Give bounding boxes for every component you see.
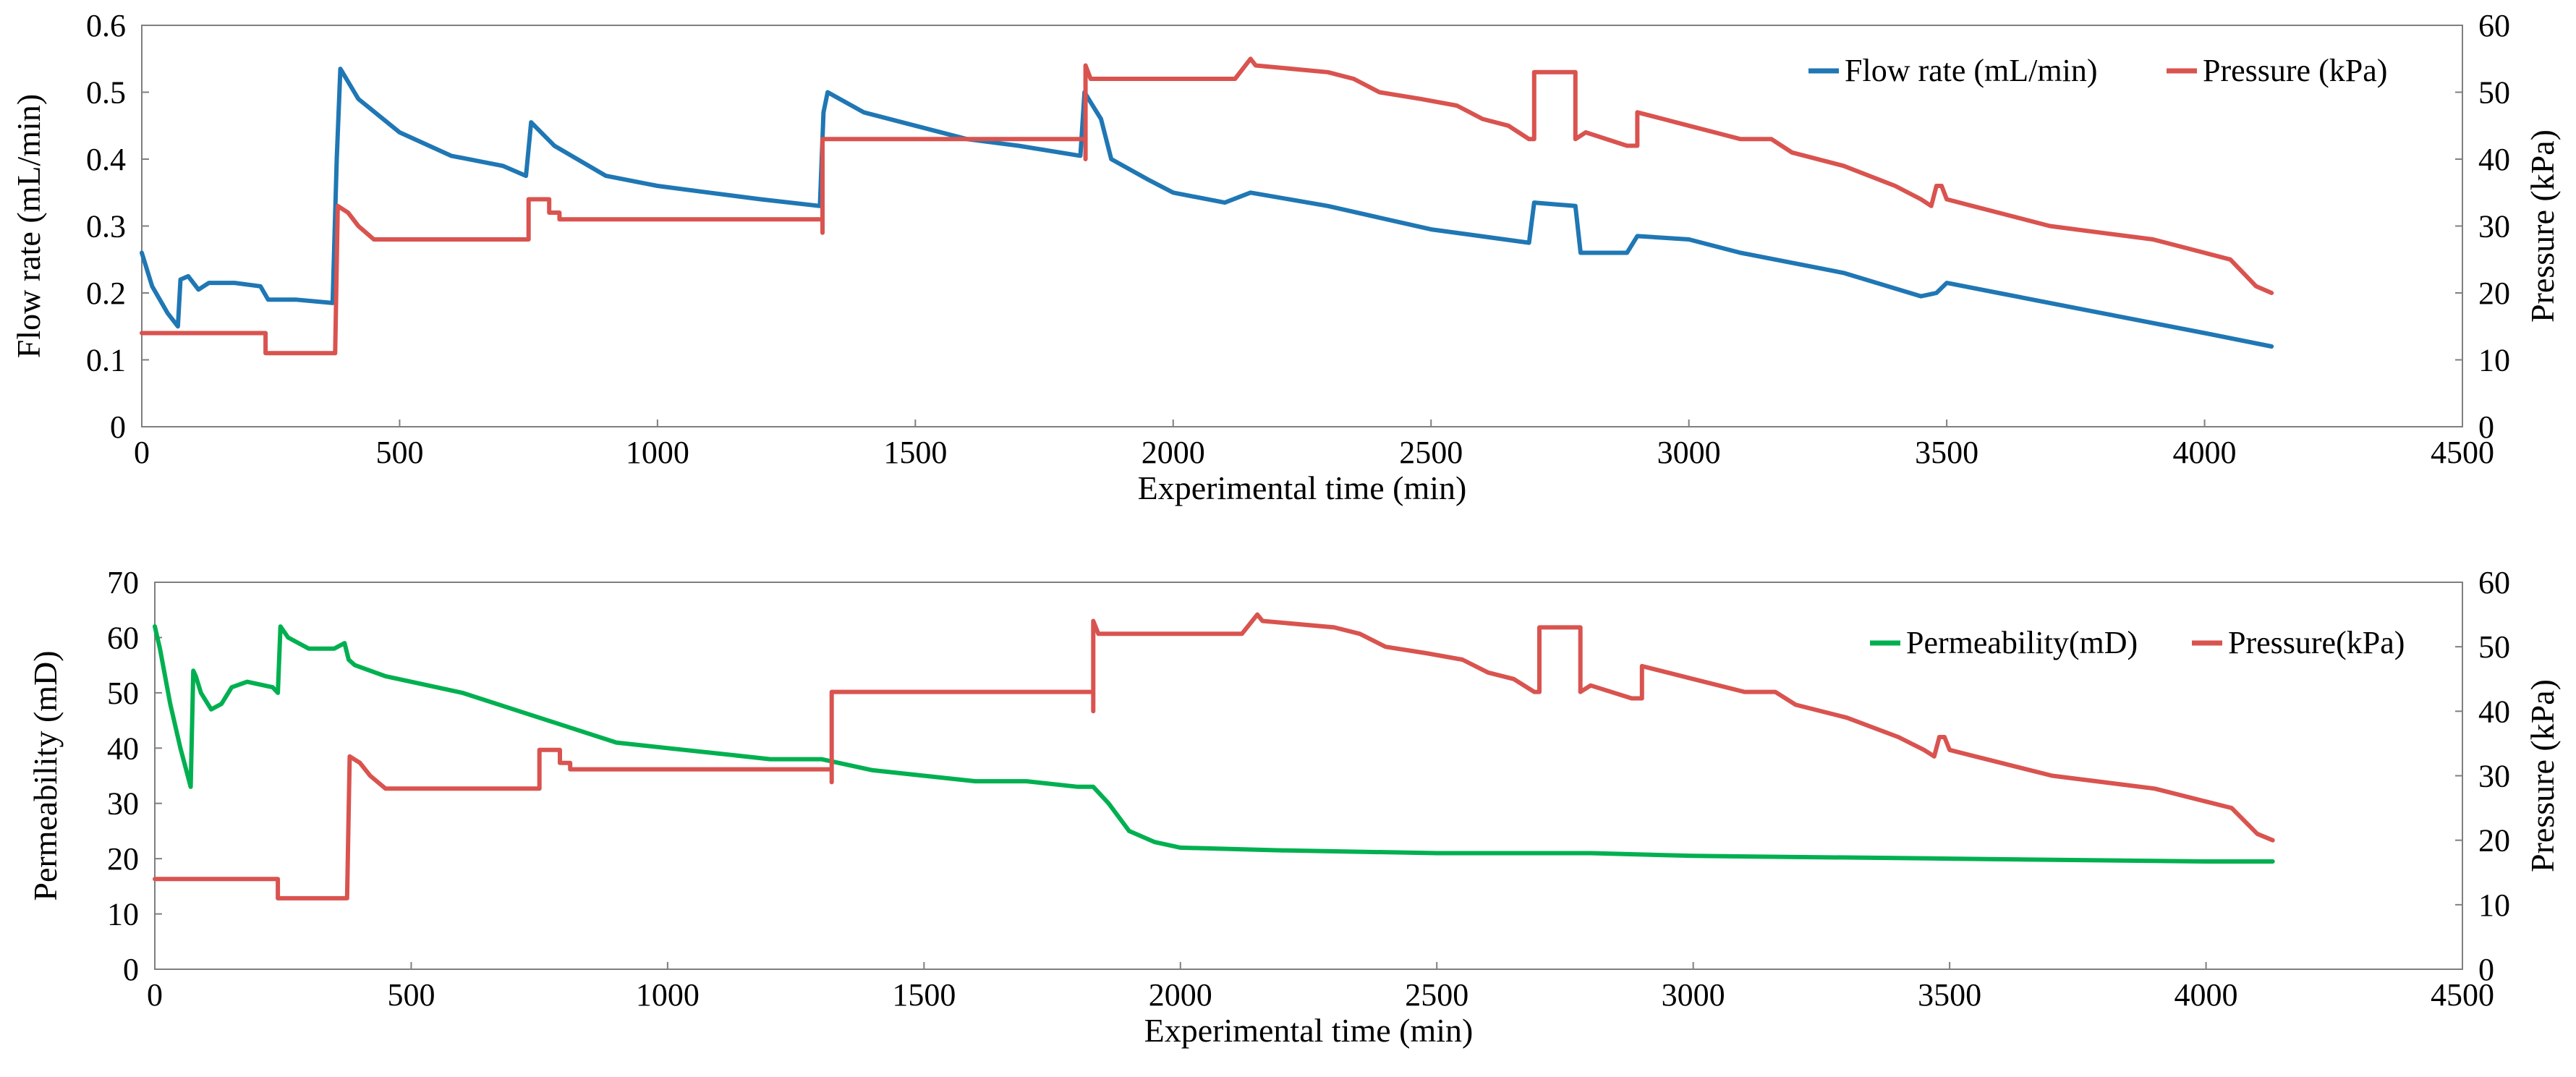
x-tick-label: 0 [147, 977, 163, 1013]
series-line-primary [140, 67, 2274, 349]
x-tick-label: 3500 [1918, 977, 1981, 1013]
plot-frame [141, 25, 2463, 427]
y-tick-label: 0.4 [86, 142, 126, 177]
y2-axis-title: Pressure (kPa) [2524, 679, 2561, 872]
series-line-primary [153, 624, 2275, 864]
y2-tick-label: 30 [2478, 759, 2510, 794]
x-tick-label: 500 [375, 435, 423, 470]
y-tick-label: 0.6 [86, 8, 126, 43]
x-tick-label: 2000 [1142, 435, 1205, 470]
y-axis-title: Flow rate (mL/min) [10, 94, 47, 358]
y-tick-label: 0.3 [86, 209, 126, 244]
y-tick-label: 0.5 [86, 75, 126, 111]
y-tick-label: 30 [107, 786, 139, 822]
x-tick-label: 4500 [2431, 435, 2494, 470]
legend-entry: Pressure (kPa) [2203, 53, 2387, 88]
y-tick-label: 60 [107, 620, 139, 655]
x-tick-label: 3000 [1657, 435, 1721, 470]
y2-tick-label: 20 [2478, 823, 2510, 859]
x-tick-label: 1500 [883, 435, 947, 470]
y2-tick-label: 60 [2478, 565, 2510, 600]
y2-tick-label: 10 [2478, 887, 2510, 923]
x-tick-label: 2500 [1405, 977, 1468, 1013]
x-tick-label: 1500 [892, 977, 956, 1013]
series-line-pressure [153, 612, 2275, 901]
legend-entry: Permeability(mD) [1906, 625, 2138, 660]
x-tick-label: 2500 [1399, 435, 1463, 470]
x-axis-title: Experimental time (min) [1138, 469, 1467, 506]
y-tick-label: 70 [107, 565, 139, 600]
x-tick-label: 4000 [2175, 977, 2238, 1013]
y2-tick-label: 20 [2478, 276, 2510, 311]
series-line-pressure [140, 56, 2274, 356]
x-tick-label: 4500 [2431, 977, 2494, 1013]
x-axis-title: Experimental time (min) [1144, 1012, 1474, 1049]
x-tick-label: 1000 [636, 977, 700, 1013]
y2-tick-label: 10 [2478, 343, 2510, 378]
y2-tick-label: 60 [2478, 8, 2510, 43]
y-tick-label: 0.2 [86, 276, 126, 311]
y2-tick-label: 50 [2478, 629, 2510, 665]
legend-entry: Pressure(kPa) [2228, 625, 2405, 660]
x-tick-label: 500 [387, 977, 435, 1013]
chart-panel-2: 0 500 1000 1500 2000 2500 3000 3500 4000 45000102… [27, 565, 2561, 1049]
y2-tick-label: 40 [2478, 142, 2510, 177]
x-tick-label: 4000 [2173, 435, 2237, 470]
y2-tick-label: 0 [2478, 409, 2494, 445]
y-tick-label: 50 [107, 676, 139, 711]
y2-tick-label: 50 [2478, 75, 2510, 111]
y2-tick-label: 0 [2478, 952, 2494, 987]
y-tick-label: 40 [107, 731, 139, 766]
y-tick-label: 0 [110, 409, 126, 445]
x-tick-label: 1000 [626, 435, 689, 470]
y-axis-title: Permeability (mD) [27, 650, 64, 901]
y-tick-label: 0.1 [86, 343, 126, 378]
y2-axis-title: Pressure (kPa) [2524, 129, 2561, 323]
x-tick-label: 3000 [1662, 977, 1725, 1013]
y2-tick-label: 30 [2478, 209, 2510, 244]
x-tick-label: 0 [134, 435, 150, 470]
y-tick-label: 10 [107, 897, 139, 932]
x-tick-label: 3500 [1915, 435, 1978, 470]
y-tick-label: 0 [123, 952, 139, 987]
y2-tick-label: 40 [2478, 694, 2510, 729]
y-tick-label: 20 [107, 841, 139, 877]
chart-panel-1: 0 500 1000 1500 2000 2500 3000 3500 4000 450000.1… [10, 8, 2561, 506]
legend-entry: Flow rate (mL/min) [1845, 53, 2098, 88]
x-tick-label: 2000 [1149, 977, 1212, 1013]
